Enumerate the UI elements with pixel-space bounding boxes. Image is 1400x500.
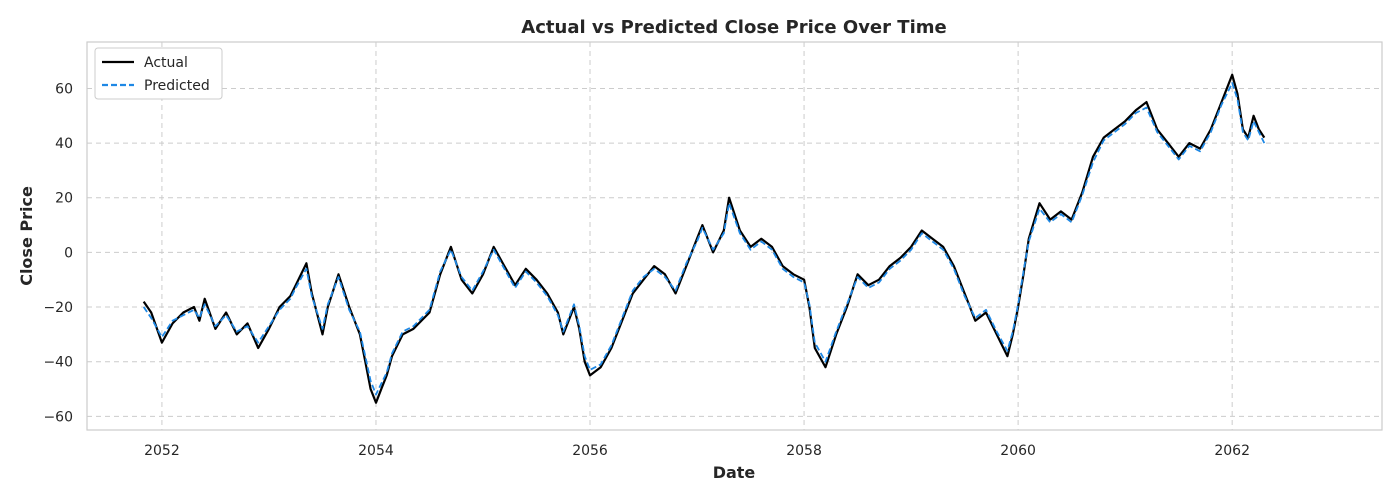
x-tick-label: 2058 [786, 443, 822, 459]
legend-box [94, 47, 223, 100]
legend-label-predicted: Predicted [144, 78, 210, 94]
y-tick-label: 60 [55, 81, 73, 97]
plot-frame [86, 41, 1383, 431]
y-tick-label: 0 [64, 245, 73, 261]
series-line-predicted [142, 82, 1266, 396]
grid [87, 42, 1382, 430]
series-group [142, 73, 1266, 404]
y-tick-label: −40 [43, 355, 73, 371]
x-tick-label: 2062 [1214, 443, 1250, 459]
chart-title: Actual vs Predicted Close Price Over Tim… [521, 17, 946, 38]
y-tick-label: −20 [43, 300, 73, 316]
x-tick-label: 2052 [144, 443, 180, 459]
y-axis-ticks: −60 −40 −20 0 20 40 60 [43, 81, 73, 425]
y-axis-label: Close Price [17, 186, 36, 286]
x-tick-label: 2060 [1000, 443, 1036, 459]
y-tick-label: 40 [55, 136, 73, 152]
y-tick-label: −60 [43, 409, 73, 425]
x-axis-ticks: 2052 2054 2056 2058 2060 2062 [144, 443, 1250, 459]
legend: Actual Predicted [94, 47, 223, 100]
legend-label-actual: Actual [144, 55, 188, 71]
y-tick-label: 20 [55, 191, 73, 207]
x-tick-label: 2056 [572, 443, 608, 459]
series-line-actual [142, 73, 1266, 404]
x-tick-label: 2054 [358, 443, 394, 459]
x-axis-label: Date [713, 463, 756, 482]
